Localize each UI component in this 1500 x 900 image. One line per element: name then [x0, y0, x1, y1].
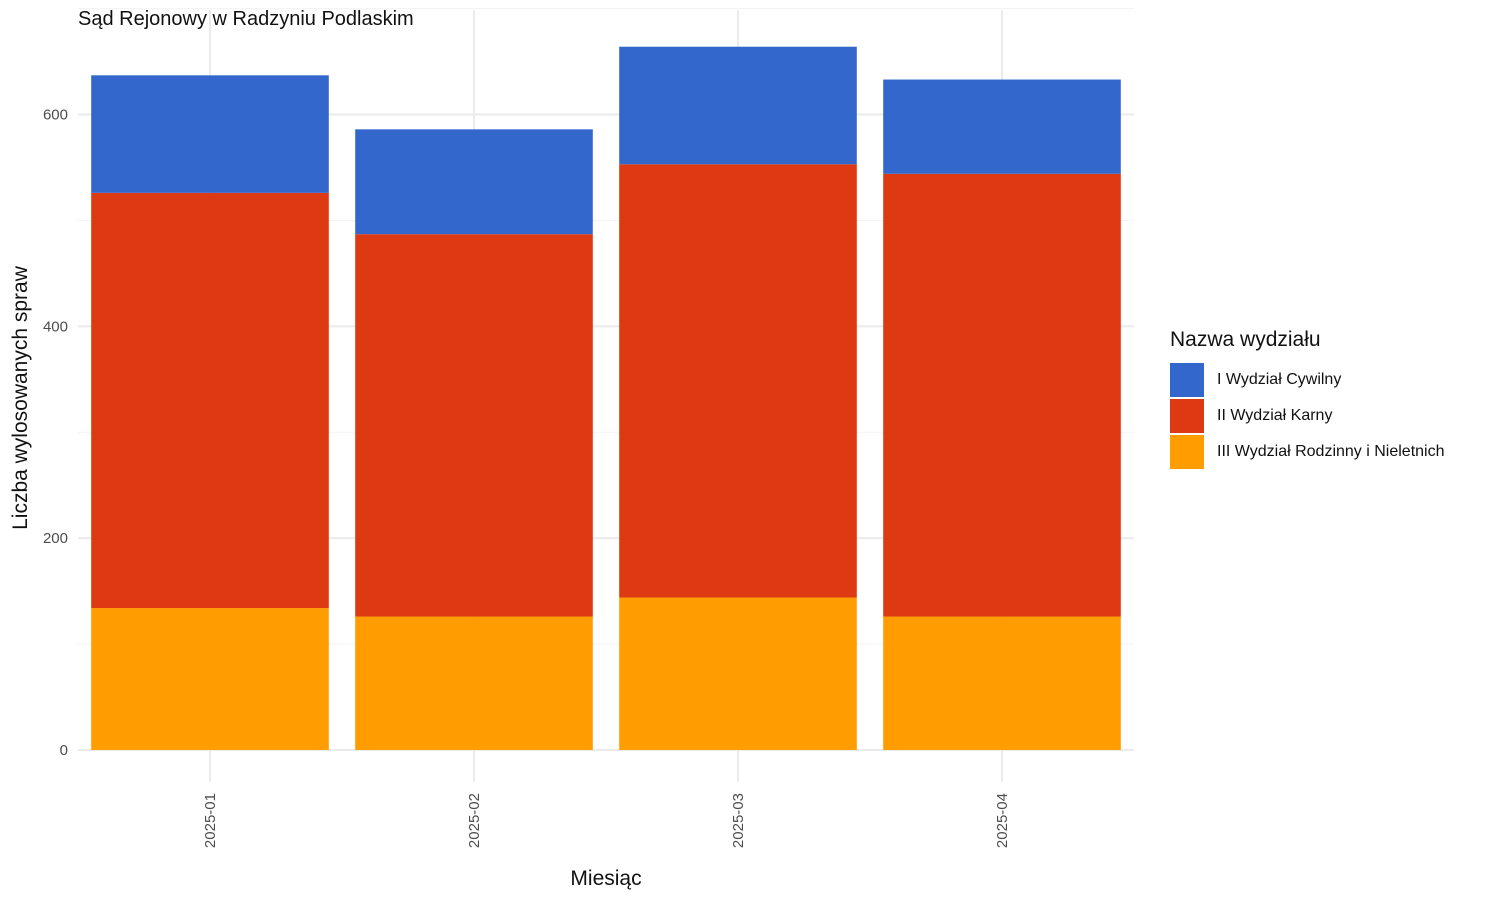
bar-segment-2025-03-series-1	[619, 597, 857, 750]
legend-swatch	[1170, 399, 1204, 433]
bar-segment-2025-04-series-3	[883, 79, 1121, 174]
legend-label: II Wydział Karny	[1217, 407, 1333, 424]
y-axis-ticks: 0 200 400 600	[43, 107, 68, 760]
y-axis-title: Liczba wylosowanych spraw	[9, 265, 32, 530]
legend-items: I Wydział Cywilny II Wydział Karny III Wyd…	[1170, 362, 1445, 470]
legend-swatch	[1170, 435, 1204, 469]
x-axis-title: Miesiąc	[570, 867, 641, 890]
bar-segment-2025-01-series-2	[91, 192, 329, 609]
bar-segment-2025-02-series-3	[355, 129, 593, 235]
legend-label: I Wydział Cywilny	[1217, 371, 1342, 388]
y-tick-label: 600	[43, 107, 68, 124]
legend-title: Nazwa wydziału	[1170, 328, 1321, 351]
y-tick-label: 200	[43, 530, 68, 547]
y-tick-label: 0	[60, 742, 68, 759]
x-tick-label: 2025-01	[202, 793, 219, 848]
bar-segment-2025-02-series-1	[355, 616, 593, 750]
bar-segment-2025-03-series-3	[619, 46, 857, 165]
bar-segment-2025-02-series-2	[355, 234, 593, 617]
bar-segment-2025-04-series-1	[883, 616, 1121, 750]
bar-segment-2025-01-series-1	[91, 608, 329, 750]
legend-label: III Wydział Rodzinny i Nieletnich	[1217, 443, 1445, 460]
bar-segment-2025-01-series-3	[91, 75, 329, 193]
y-tick-label: 400	[43, 318, 68, 335]
x-axis-ticks: 2025-01 2025-02 2025-03 2025-04	[202, 793, 1011, 848]
legend-item: III Wydział Rodzinny i Nieletnich	[1170, 434, 1445, 470]
x-tick-label: 2025-04	[994, 793, 1011, 848]
legend-item: II Wydział Karny	[1170, 398, 1445, 434]
x-tick-label: 2025-02	[466, 793, 483, 848]
x-tick-label: 2025-03	[730, 793, 747, 848]
bars	[91, 46, 1121, 750]
legend-item: I Wydział Cywilny	[1170, 362, 1445, 398]
bar-segment-2025-04-series-2	[883, 173, 1121, 617]
legend: Nazwa wydziału I Wydział Cywilny II Wydzi…	[1170, 328, 1445, 470]
bar-segment-2025-03-series-2	[619, 164, 857, 598]
legend-swatch	[1170, 363, 1204, 397]
chart-title: Sąd Rejonowy w Radzyniu Podlaskim	[78, 8, 414, 30]
